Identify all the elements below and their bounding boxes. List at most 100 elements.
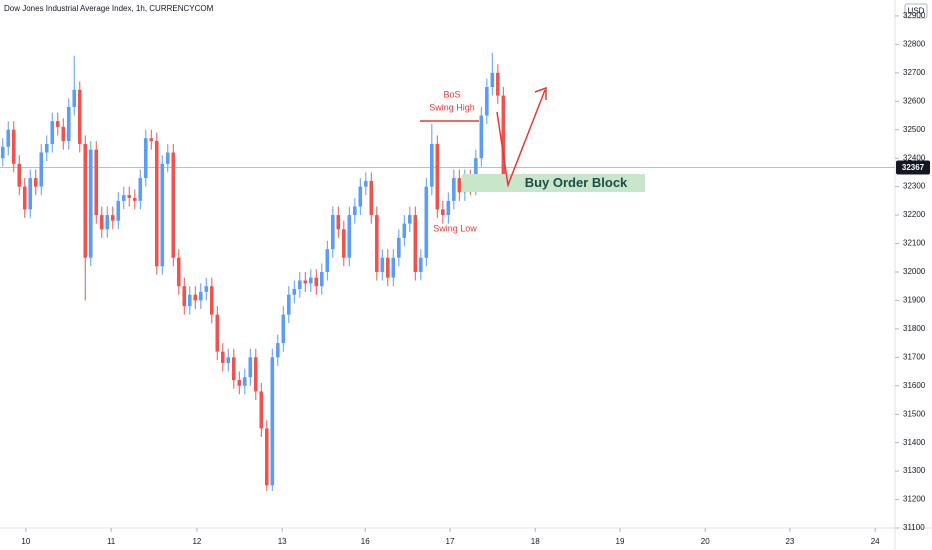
candle-body bbox=[187, 294, 192, 307]
candle-body bbox=[44, 143, 49, 153]
candle-body bbox=[264, 428, 269, 486]
y-tick-label: 31600 bbox=[903, 381, 926, 390]
candle-body bbox=[320, 271, 324, 287]
candle-body bbox=[132, 198, 137, 201]
candle-body bbox=[204, 286, 209, 292]
candle-body bbox=[457, 178, 462, 193]
y-tick-label: 32800 bbox=[903, 39, 926, 48]
candle-body bbox=[292, 289, 297, 295]
candle-body bbox=[17, 163, 22, 187]
candle-body bbox=[127, 195, 132, 198]
x-tick-label: 23 bbox=[785, 537, 794, 546]
y-tick-label: 32200 bbox=[903, 210, 926, 219]
candle-body bbox=[226, 357, 231, 363]
candle-body bbox=[430, 143, 434, 187]
candle-body bbox=[314, 277, 319, 287]
candle-body bbox=[88, 149, 93, 258]
candle-body bbox=[358, 186, 363, 207]
candle-body bbox=[94, 149, 99, 216]
candle-body bbox=[61, 126, 66, 142]
y-tick-label: 32100 bbox=[903, 239, 926, 248]
candle-body bbox=[231, 357, 236, 381]
candle-body bbox=[364, 180, 368, 187]
candle-body bbox=[116, 200, 121, 221]
candle-body bbox=[342, 229, 346, 258]
candle-body bbox=[303, 280, 308, 284]
candle-body bbox=[39, 152, 44, 187]
y-tick-label: 32600 bbox=[903, 96, 926, 105]
y-tick-label: 31900 bbox=[903, 296, 926, 305]
candle-body bbox=[121, 195, 126, 201]
candle-body bbox=[402, 223, 407, 238]
candle-body bbox=[33, 178, 38, 187]
candle-body bbox=[6, 129, 11, 147]
candle-body bbox=[66, 106, 71, 142]
x-tick-label: 19 bbox=[616, 537, 625, 546]
candle-body bbox=[375, 215, 379, 272]
candle-body bbox=[182, 286, 187, 307]
y-tick-label: 32500 bbox=[903, 125, 926, 134]
candle-body bbox=[369, 180, 374, 216]
candle-body bbox=[248, 357, 253, 378]
candle-body bbox=[501, 95, 506, 181]
candle-body bbox=[160, 163, 165, 267]
chart-title: Dow Jones Industrial Average Index, 1h, … bbox=[4, 4, 214, 13]
candle-body bbox=[215, 314, 220, 352]
candle-body bbox=[22, 186, 27, 210]
candle-body bbox=[496, 72, 500, 96]
candle-body bbox=[77, 89, 82, 144]
candle-body bbox=[325, 249, 330, 272]
y-tick-label: 31300 bbox=[903, 466, 926, 475]
candle-body bbox=[435, 143, 440, 210]
candle-body bbox=[286, 294, 291, 315]
x-tick-label: 20 bbox=[701, 537, 710, 546]
candle-body bbox=[485, 87, 489, 116]
candle-body bbox=[270, 357, 275, 486]
candle-body bbox=[408, 215, 412, 224]
candle-body bbox=[193, 294, 198, 301]
candle-body bbox=[380, 257, 385, 272]
x-tick-label: 12 bbox=[192, 537, 201, 546]
y-tick-label: 32700 bbox=[903, 68, 926, 77]
candle-body bbox=[391, 257, 396, 278]
candle-body bbox=[171, 152, 176, 258]
x-tick-label: 11 bbox=[107, 537, 116, 546]
candle-body bbox=[386, 257, 390, 278]
candle-body bbox=[331, 215, 335, 250]
candle-body bbox=[99, 215, 104, 230]
candle-body bbox=[474, 158, 478, 187]
bos-label: BoS bbox=[443, 89, 460, 99]
candle-body bbox=[50, 121, 55, 144]
candle-body bbox=[424, 186, 429, 258]
candle-body bbox=[298, 280, 302, 290]
x-tick-label: 10 bbox=[21, 537, 30, 546]
candle-body bbox=[138, 178, 143, 201]
candle-body bbox=[309, 277, 313, 284]
projection-arrow bbox=[496, 89, 546, 188]
y-tick-label: 31400 bbox=[903, 438, 926, 447]
y-tick-label: 31100 bbox=[903, 523, 925, 532]
y-tick-label: 32300 bbox=[903, 182, 926, 191]
x-tick-label: 13 bbox=[278, 537, 287, 546]
candle-body bbox=[198, 291, 203, 301]
candle-body bbox=[336, 215, 341, 230]
candle-body bbox=[275, 343, 280, 358]
y-tick-label: 31700 bbox=[903, 352, 926, 361]
y-tick-label: 31200 bbox=[903, 495, 926, 504]
candle-body bbox=[490, 72, 495, 88]
last-price-label: 32367 bbox=[902, 163, 925, 172]
currency-box bbox=[904, 3, 928, 19]
candle-body bbox=[452, 178, 456, 201]
candle-body bbox=[353, 206, 357, 216]
candle-body bbox=[479, 115, 484, 159]
candle-body bbox=[105, 215, 110, 230]
candle-body bbox=[143, 138, 148, 179]
candle-body bbox=[446, 200, 451, 216]
candle-body bbox=[242, 377, 247, 386]
x-tick-label: 24 bbox=[871, 537, 880, 546]
candle-body bbox=[11, 129, 16, 164]
candle-body bbox=[165, 152, 170, 164]
order-block-label: Buy Order Block bbox=[525, 175, 628, 190]
candle-body bbox=[209, 286, 214, 315]
candle-body bbox=[149, 138, 154, 142]
